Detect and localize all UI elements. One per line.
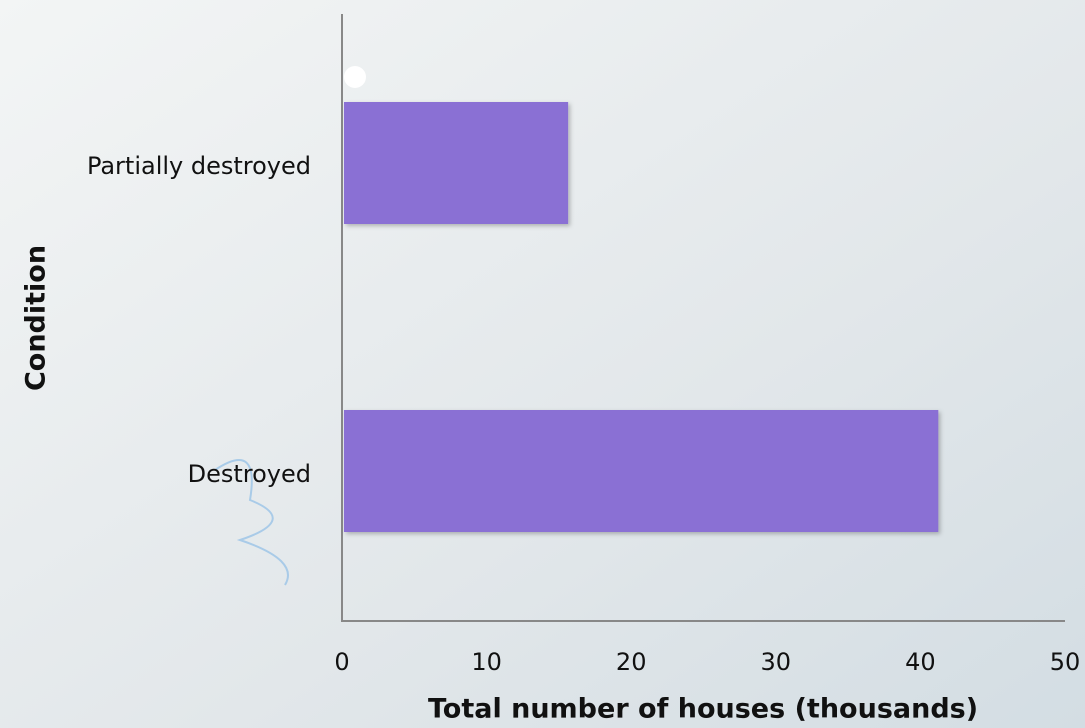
x-tick-label: 50 — [1050, 648, 1081, 676]
x-tick-label: 20 — [616, 648, 647, 676]
x-tick-label: 40 — [905, 648, 936, 676]
x-tick-label: 10 — [471, 648, 502, 676]
y-tick-label: Partially destroyed — [87, 152, 311, 180]
x-axis-title: Total number of houses (thousands) — [428, 694, 978, 725]
bar — [344, 410, 938, 532]
page: Total number of houses (thousands) Condi… — [0, 0, 1085, 728]
x-tick-label: 30 — [761, 648, 792, 676]
y-axis-title: Condition — [21, 245, 52, 391]
chart: Total number of houses (thousands) Condi… — [0, 0, 1085, 728]
decoration — [344, 66, 366, 88]
bar — [344, 102, 568, 224]
y-tick-label: Destroyed — [188, 460, 311, 488]
x-tick-label: 0 — [334, 648, 349, 676]
